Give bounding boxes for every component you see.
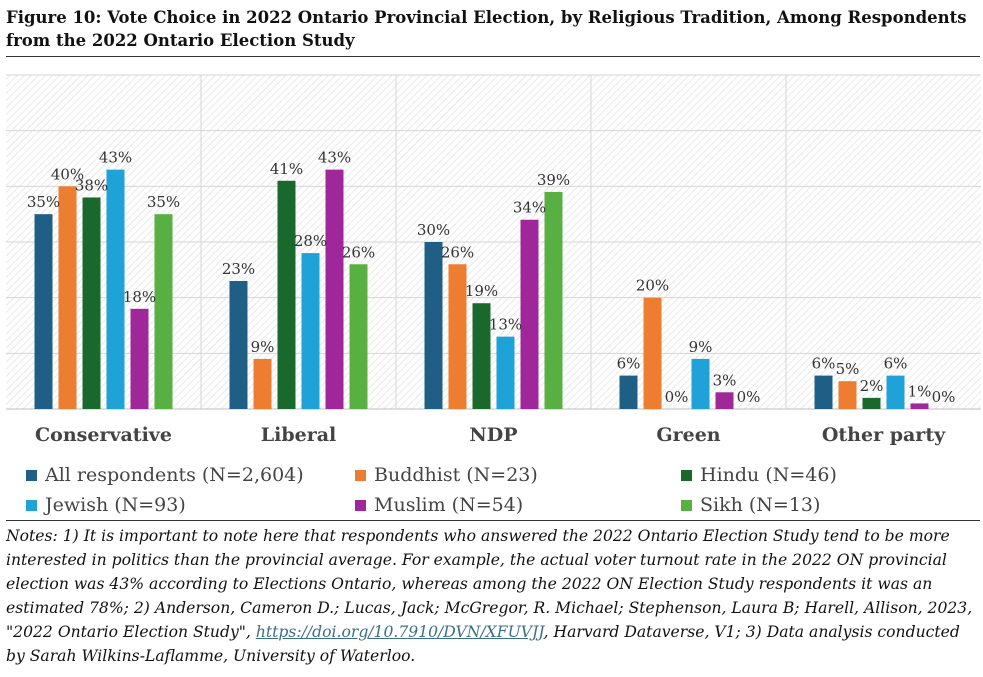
legend-label: All respondents (N=2,604) — [45, 464, 304, 486]
data-label: 26% — [342, 243, 375, 261]
bar — [619, 375, 638, 409]
data-label: 6% — [884, 355, 908, 373]
data-label: 9% — [689, 338, 713, 356]
legend-label: Sikh (N=13) — [700, 494, 821, 516]
bar — [496, 336, 515, 409]
bars — [34, 169, 929, 409]
legend-swatch — [26, 469, 37, 481]
data-label: 41% — [270, 160, 303, 178]
legend-swatch — [26, 499, 37, 511]
bar — [910, 403, 929, 409]
legend-label: Muslim (N=54) — [374, 494, 524, 516]
data-label: 30% — [417, 221, 450, 239]
data-label: 0% — [932, 388, 956, 406]
legend-item: Hindu (N=46) — [681, 464, 837, 486]
chart-title: Figure 10: Vote Choice in 2022 Ontario P… — [6, 8, 967, 50]
bar — [325, 169, 344, 409]
doi-link[interactable]: https://doi.org/10.7910/DVN/XFUVJJ — [255, 623, 544, 641]
category-label: NDP — [469, 424, 517, 446]
bar — [472, 303, 491, 409]
legend-item: Buddhist (N=23) — [355, 464, 538, 486]
data-labels: 35% 40%38% 43% 18% 35% 23% 9% 41% 28% 43% 26% 30% 26… — [27, 149, 956, 406]
data-label: 38% — [75, 176, 108, 194]
bar — [34, 214, 53, 409]
bar — [424, 242, 443, 409]
bar — [277, 180, 296, 409]
bar — [838, 381, 857, 409]
data-label: 35% — [27, 193, 60, 211]
legend-swatch — [355, 499, 366, 511]
bar — [886, 375, 905, 409]
category-label: Other party — [822, 424, 946, 446]
category-label: Conservative — [35, 424, 172, 446]
title-divider — [6, 56, 980, 57]
data-label: 40% — [51, 165, 84, 183]
legend-swatch — [681, 499, 692, 511]
data-label: 1% — [908, 382, 932, 400]
legend-swatch — [681, 469, 692, 481]
bar — [229, 280, 248, 409]
data-label: 43% — [99, 149, 132, 167]
data-label: 6% — [812, 355, 836, 373]
data-label: 28% — [294, 232, 327, 250]
bar — [301, 253, 320, 409]
data-label: 39% — [537, 171, 570, 189]
bar — [814, 375, 833, 409]
legend-item: Muslim (N=54) — [355, 494, 523, 516]
bar — [862, 397, 881, 409]
data-label: 35% — [147, 193, 180, 211]
legend-label: Jewish (N=93) — [45, 494, 186, 516]
bar — [520, 219, 539, 409]
bar — [130, 308, 149, 409]
legend-item: Sikh (N=13) — [681, 494, 820, 516]
bar — [643, 297, 662, 409]
data-label: 6% — [617, 355, 641, 373]
legend-swatch — [355, 469, 366, 481]
data-label: 5% — [836, 360, 860, 378]
category-label: Green — [656, 424, 720, 446]
legend-item: Jewish (N=93) — [26, 494, 186, 516]
legend-label: Hindu (N=46) — [700, 464, 837, 486]
bar — [106, 169, 125, 409]
bar — [58, 186, 77, 409]
notes-divider — [6, 520, 980, 521]
data-label: 18% — [123, 288, 156, 306]
category-labels: Conservative Liberal NDP Green Other party — [35, 424, 946, 446]
data-label: 26% — [441, 243, 474, 261]
data-label: 19% — [465, 282, 498, 300]
bar — [544, 191, 563, 409]
data-label: 13% — [489, 316, 522, 334]
data-label: 20% — [636, 277, 669, 295]
category-label: Liberal — [261, 424, 337, 446]
bar — [691, 358, 710, 409]
notes: Notes: 1) It is important to note here t… — [6, 524, 978, 668]
bar — [82, 197, 101, 409]
data-label: 0% — [737, 388, 761, 406]
bar — [715, 392, 734, 409]
data-label: 3% — [713, 371, 737, 389]
bar-chart: 35% 40%38% 43% 18% 35% 23% 9% 41% 28% 43% 26% 30% 26… — [6, 74, 981, 446]
legend-item: All respondents (N=2,604) — [26, 464, 304, 486]
data-label: 34% — [513, 199, 546, 217]
data-label: 0% — [665, 388, 689, 406]
bar — [349, 264, 368, 409]
bar — [253, 358, 272, 409]
legend-label: Buddhist (N=23) — [374, 464, 538, 486]
data-label: 2% — [860, 377, 884, 395]
data-label: 23% — [222, 260, 255, 278]
bar — [154, 214, 173, 409]
data-label: 43% — [318, 149, 351, 167]
notes-text: Notes: 1) It is important to note here t… — [6, 527, 973, 641]
data-label: 9% — [251, 338, 275, 356]
bar — [448, 264, 467, 409]
notes-text-end: , Harvard Dataverse, V1; 3) Data analysi… — [6, 623, 960, 665]
